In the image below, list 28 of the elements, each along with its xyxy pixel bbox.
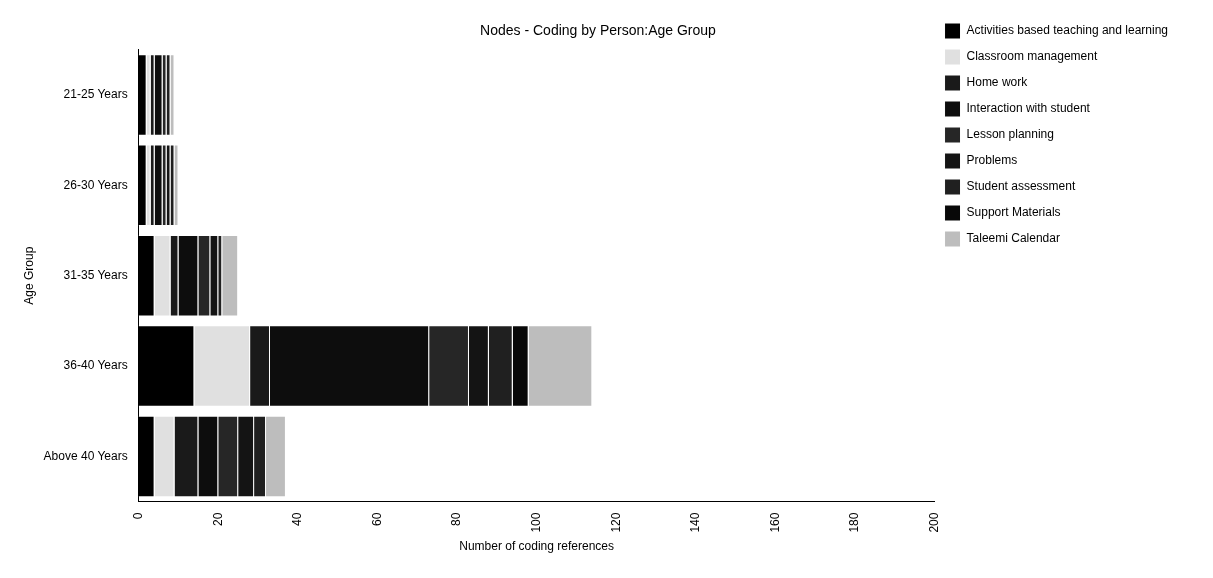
legend-label: Taleemi Calendar [966,231,1060,246]
x-tick-label: 40 [290,512,305,526]
legend-label: Student assessment [966,179,1076,194]
y-tick-label: 21-25 Years [63,87,128,102]
x-tick-label: 60 [369,512,384,526]
x-tick-label: 100 [528,512,543,533]
legend-label: Classroom management [966,49,1098,64]
legend-label: Support Materials [966,205,1061,220]
x-tick-label: 180 [847,512,862,533]
x-tick-label: 160 [767,512,782,533]
x-tick-label: 0 [131,512,145,520]
y-tick-label: 31-35 Years [63,268,128,282]
x-tick-label: 200 [926,512,941,533]
x-tick-label: 20 [210,512,225,526]
x-tick-label: 120 [608,512,623,533]
x-tick-label: 80 [449,512,464,526]
y-tick-label: Above 40 Years [43,448,128,463]
chart-title: Nodes - Coding by Person:Age Group [480,22,717,39]
legend-label: Activities based teaching and learning [966,23,1169,38]
x-axis-title: Number of coding references [459,539,614,554]
legend-label: Lesson planning [966,127,1054,142]
legend-label: Home work [966,75,1029,90]
y-tick-label: 36-40 Years [63,358,128,373]
legend-label: Problems [966,153,1018,168]
y-axis-title: Age Group [21,246,36,305]
x-tick-label: 140 [688,512,703,533]
legend-label: Interaction with student [966,101,1091,116]
y-tick-label: 26-30 Years [63,177,128,192]
